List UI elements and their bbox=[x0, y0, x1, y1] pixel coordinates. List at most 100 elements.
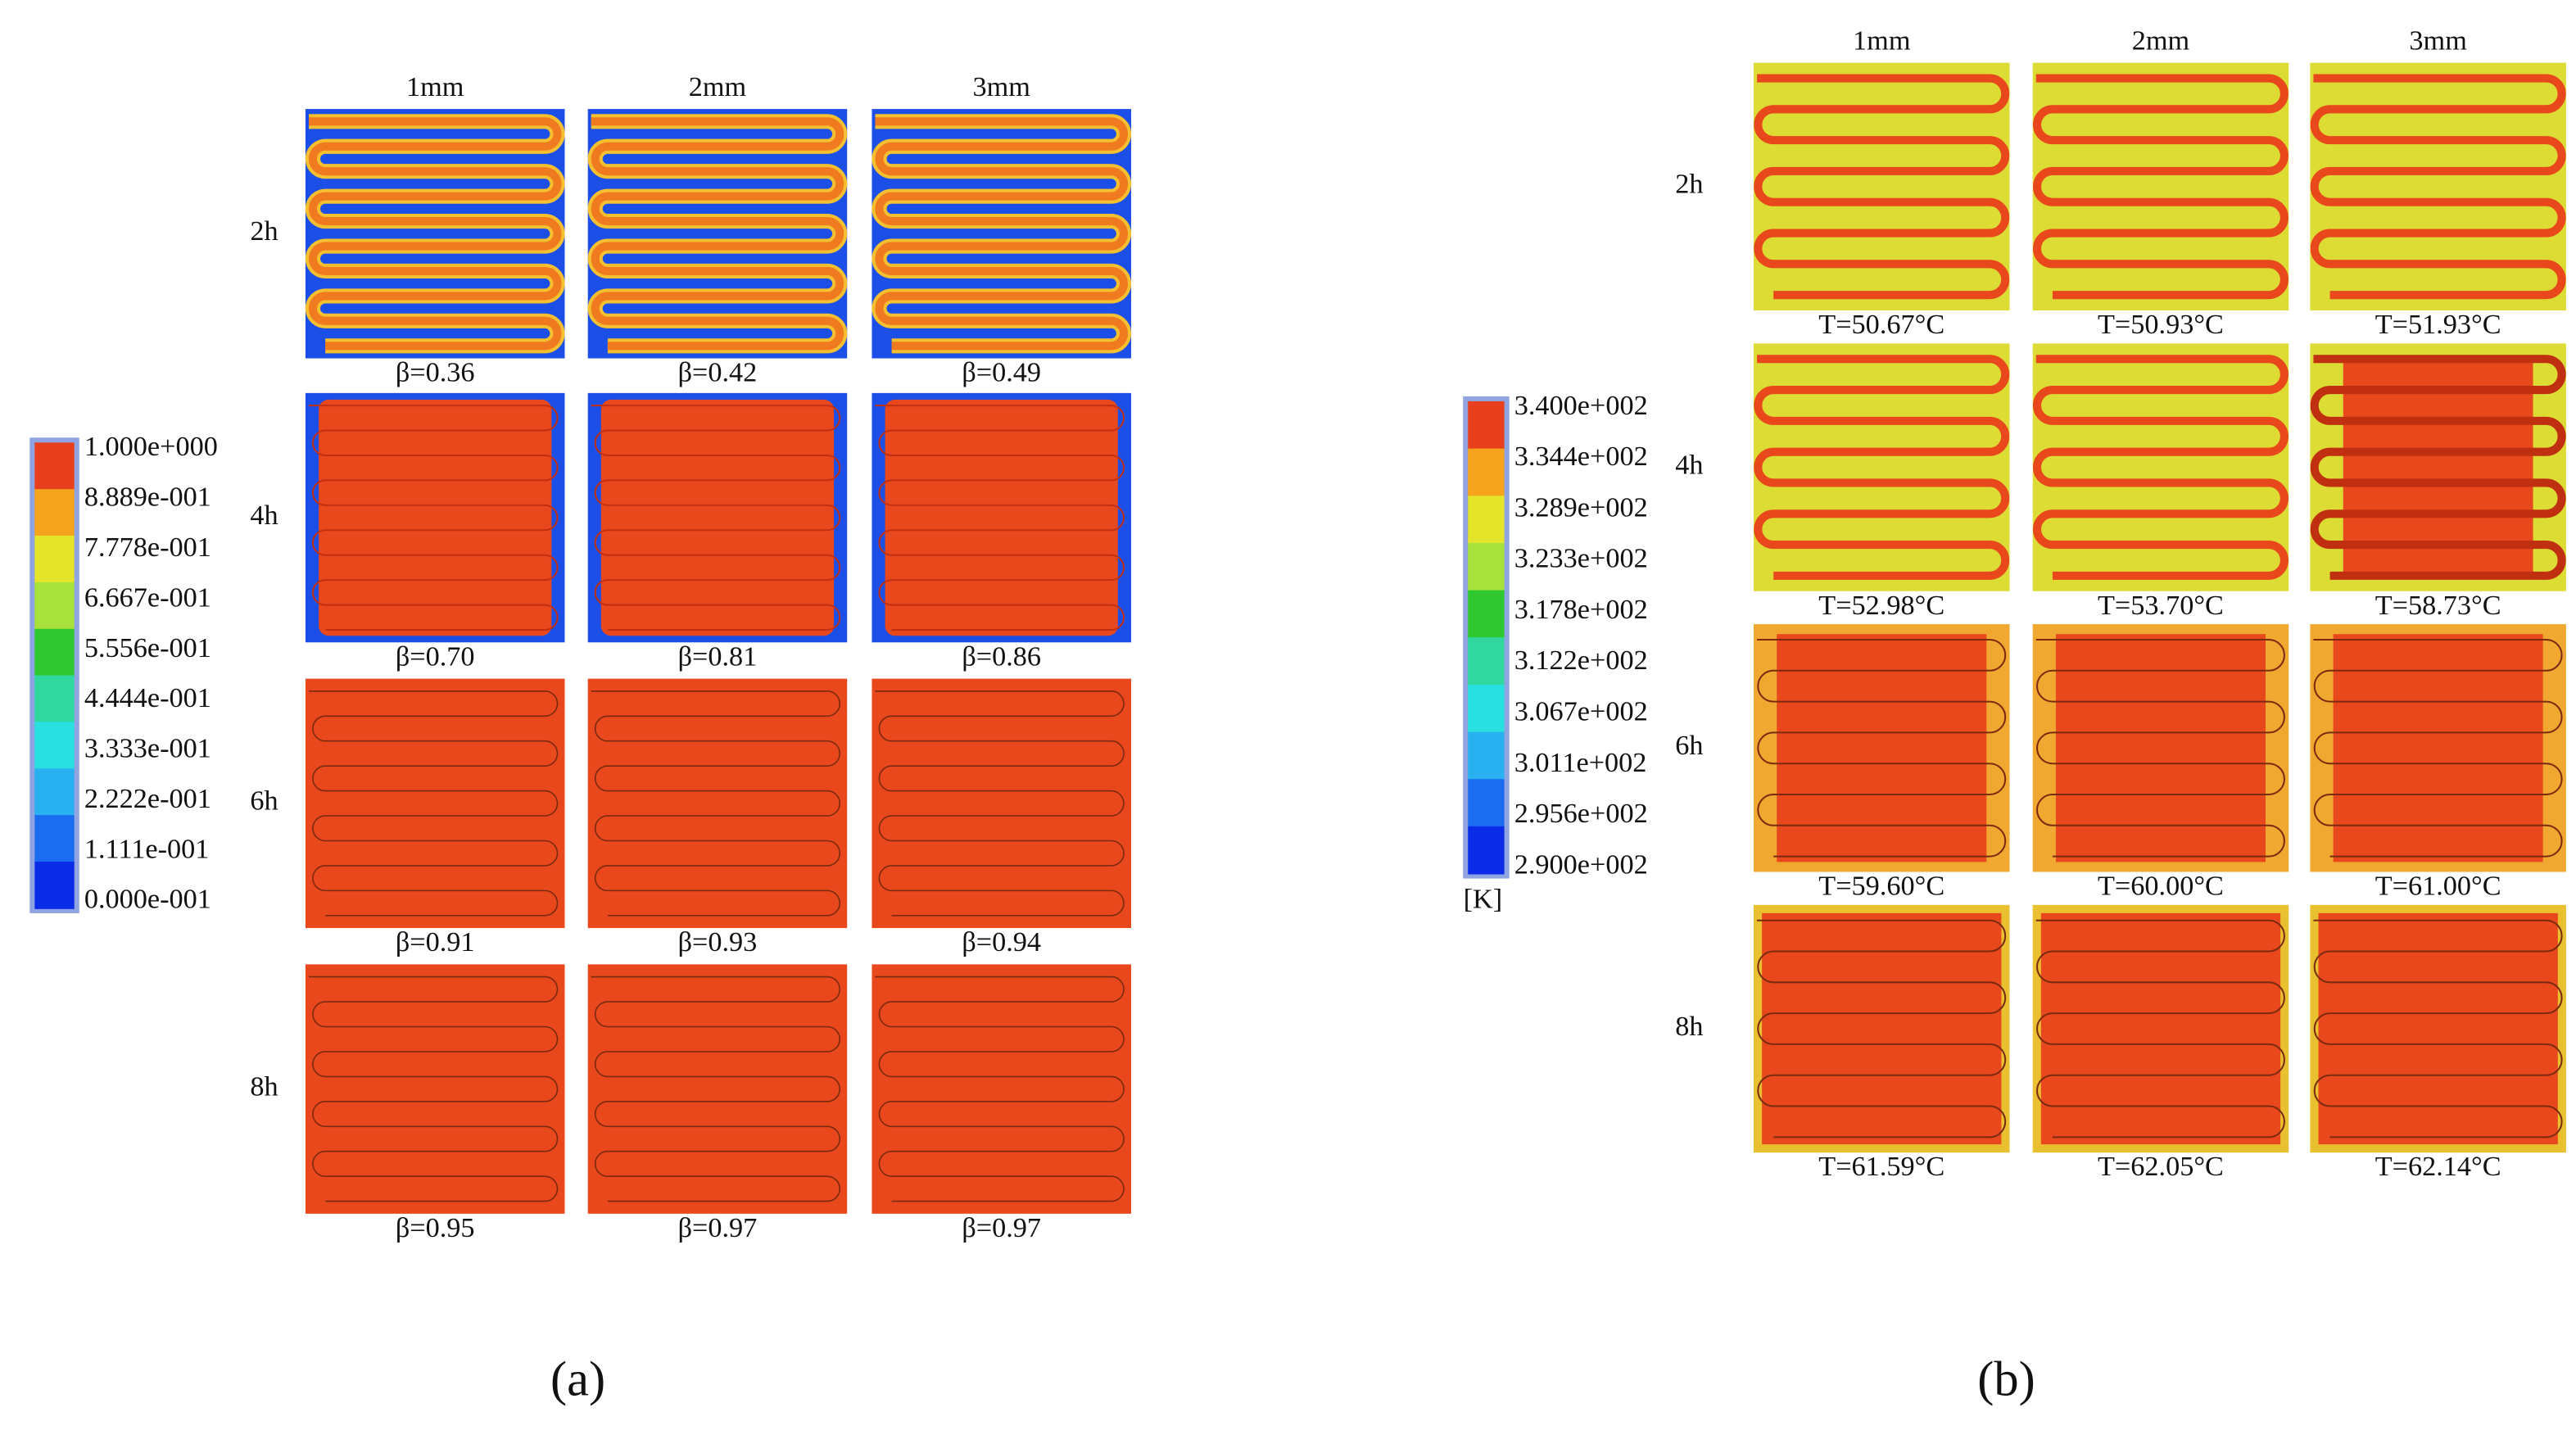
channel bbox=[308, 976, 559, 1202]
channel bbox=[875, 117, 1128, 351]
channel bbox=[875, 690, 1125, 917]
contour bbox=[871, 964, 1131, 1214]
legend-swatch bbox=[34, 628, 75, 677]
cell-label: T=61.59°C bbox=[1818, 1151, 1944, 1182]
legend-swatch bbox=[1468, 401, 1505, 450]
cell-label: T=51.93°C bbox=[2375, 309, 2501, 340]
legend-unit: [K] bbox=[1464, 884, 1503, 915]
contour bbox=[1762, 912, 2002, 1145]
legend-swatch bbox=[34, 489, 75, 537]
legend-label: 6.667e-001 bbox=[84, 582, 211, 613]
channel bbox=[2313, 638, 2563, 858]
cell-label: T=59.60°C bbox=[1818, 871, 1944, 902]
column-label: 1mm bbox=[1853, 25, 1911, 56]
contour bbox=[587, 964, 848, 1214]
cell-label: T=60.00°C bbox=[2098, 871, 2224, 902]
contour bbox=[305, 964, 565, 1214]
cell-label: β=0.70 bbox=[396, 641, 475, 672]
column-label: 3mm bbox=[972, 71, 1030, 102]
legend-swatch bbox=[1468, 779, 1505, 827]
contour bbox=[2032, 343, 2289, 591]
cell-label: T=50.93°C bbox=[2098, 309, 2224, 340]
channel bbox=[2310, 355, 2566, 580]
channel bbox=[2033, 355, 2289, 580]
legend-label: 3.122e+002 bbox=[1514, 645, 1648, 676]
contour bbox=[305, 678, 565, 929]
contour bbox=[1754, 343, 2010, 591]
cell-label: β=0.93 bbox=[678, 926, 758, 957]
channel bbox=[308, 117, 562, 351]
contour bbox=[1777, 634, 1987, 862]
channel bbox=[308, 690, 559, 917]
legend-swatch bbox=[34, 582, 75, 630]
row-label: 6h bbox=[1675, 730, 1703, 761]
cell-label: T=61.00°C bbox=[2375, 871, 2501, 902]
legend-swatch bbox=[34, 675, 75, 723]
cell-label: β=0.42 bbox=[678, 357, 758, 388]
row-label: 2h bbox=[1675, 169, 1703, 200]
legend-label: 1.000e+000 bbox=[84, 431, 218, 462]
legend-label: 3.344e+002 bbox=[1514, 441, 1648, 472]
cell-label: T=52.98°C bbox=[1818, 590, 1944, 621]
row-label: 4h bbox=[1675, 449, 1703, 480]
row-label: 4h bbox=[250, 500, 278, 531]
legend-label: 2.900e+002 bbox=[1514, 849, 1648, 880]
legend-label: 3.233e+002 bbox=[1514, 543, 1648, 574]
channel bbox=[2310, 74, 2566, 300]
caption-b: (b) bbox=[1977, 1351, 2035, 1406]
contour bbox=[1754, 62, 2010, 311]
legend-swatch bbox=[1468, 448, 1505, 497]
contour bbox=[2032, 62, 2289, 311]
channel bbox=[2035, 919, 2285, 1138]
column-label: 2mm bbox=[689, 71, 747, 102]
legend-swatch bbox=[1468, 637, 1505, 686]
legend-label: 4.444e-001 bbox=[84, 682, 211, 713]
row-label: 6h bbox=[250, 785, 278, 817]
cell-label: β=0.95 bbox=[396, 1212, 475, 1243]
column-label: 1mm bbox=[406, 71, 464, 102]
row-label: 8h bbox=[250, 1071, 278, 1102]
contour bbox=[2318, 912, 2558, 1145]
channel bbox=[1754, 355, 2010, 580]
cell-label: β=0.49 bbox=[962, 357, 1041, 388]
contour bbox=[871, 678, 1131, 929]
legend-swatch bbox=[34, 722, 75, 770]
cell-label: β=0.97 bbox=[678, 1212, 758, 1243]
cell-label: β=0.86 bbox=[962, 641, 1041, 672]
channel bbox=[875, 976, 1125, 1202]
legend-label: 2.222e-001 bbox=[84, 783, 211, 814]
contour bbox=[2310, 62, 2566, 311]
contour bbox=[2040, 912, 2281, 1145]
legend-label: 5.556e-001 bbox=[84, 632, 211, 663]
cell-label: β=0.81 bbox=[678, 641, 758, 672]
column-label: 2mm bbox=[2132, 25, 2190, 56]
legend-label: 3.011e+002 bbox=[1514, 747, 1647, 778]
legend-label: 3.333e-001 bbox=[84, 733, 211, 764]
channel bbox=[308, 405, 559, 631]
channel bbox=[2033, 74, 2289, 300]
cell-label: β=0.91 bbox=[396, 926, 475, 957]
contour bbox=[319, 399, 552, 636]
legend-swatch bbox=[1468, 684, 1505, 733]
channel bbox=[591, 117, 844, 351]
cell-label: T=58.73°C bbox=[2375, 590, 2501, 621]
legend-label: 3.067e+002 bbox=[1514, 695, 1648, 727]
row-label: 8h bbox=[1675, 1011, 1703, 1042]
contour bbox=[885, 399, 1118, 636]
legend-swatch bbox=[34, 815, 75, 863]
channel bbox=[591, 405, 841, 631]
channel bbox=[2313, 919, 2563, 1138]
cell-label: β=0.36 bbox=[396, 357, 475, 388]
row-label: 2h bbox=[250, 215, 278, 247]
legend-label: 7.778e-001 bbox=[84, 532, 211, 563]
legend-swatch bbox=[34, 442, 75, 491]
legend-label: 8.889e-001 bbox=[84, 482, 211, 513]
cell-label: T=62.14°C bbox=[2375, 1151, 2501, 1182]
caption-a: (a) bbox=[550, 1351, 605, 1406]
cell-label: β=0.94 bbox=[962, 926, 1041, 957]
channel bbox=[1754, 74, 2010, 300]
cell-label: T=53.70°C bbox=[2098, 590, 2224, 621]
channel bbox=[1757, 919, 2007, 1138]
legend-label: 3.178e+002 bbox=[1514, 594, 1648, 625]
legend-swatch bbox=[1468, 731, 1505, 781]
